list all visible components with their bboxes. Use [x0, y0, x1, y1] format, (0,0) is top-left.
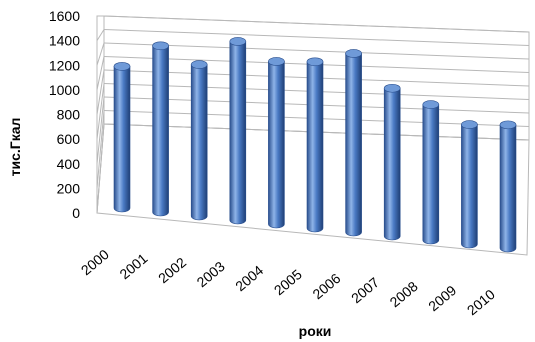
- gridline: [96, 42, 105, 66]
- bar-body: [229, 41, 247, 225]
- bar-body: [152, 45, 169, 217]
- gridline: [96, 123, 105, 214]
- x-tick-label: 2001: [116, 250, 150, 282]
- bar-top: [499, 120, 517, 130]
- bar-top: [306, 57, 324, 67]
- bar-top: [345, 49, 362, 58]
- x-tick-label: 2006: [309, 270, 343, 302]
- y-tick-label: 1000: [49, 82, 80, 98]
- gridline: [96, 110, 105, 189]
- x-tick-label: 2007: [348, 274, 382, 306]
- y-axis-title: тис.Гкал: [7, 118, 23, 177]
- y-tick-label: 1400: [49, 33, 80, 49]
- bar-2006: [345, 49, 362, 237]
- bar-2009: [461, 120, 478, 249]
- bar-2010: [499, 120, 517, 253]
- x-tick-label: 2002: [155, 254, 189, 286]
- x-tick-label: 2009: [425, 282, 459, 314]
- bar-top: [461, 120, 478, 129]
- bar-body: [345, 53, 362, 237]
- bar-body: [499, 124, 517, 253]
- y-tick-label: 400: [57, 156, 81, 172]
- y-tick-label: 1200: [49, 57, 80, 73]
- bar-top: [152, 41, 169, 51]
- gridline: [96, 29, 105, 41]
- bar-body: [268, 61, 285, 229]
- y-tick-label: 600: [57, 131, 81, 147]
- bar-body: [461, 124, 478, 249]
- bar-top: [229, 37, 247, 46]
- y-tick-label: 1600: [49, 8, 80, 24]
- y-axis-ticks: 0 200 400 600 800 1000 1200 1400 1600: [49, 8, 80, 221]
- bar-2000: [113, 62, 131, 213]
- gridline: [103, 42, 530, 60]
- x-axis-title: роки: [299, 323, 332, 339]
- gridline: [96, 96, 105, 164]
- bar-top: [422, 100, 440, 109]
- bar-2007: [383, 83, 401, 241]
- y-tick-label: 200: [57, 180, 81, 196]
- bar-2004: [268, 57, 285, 229]
- bar-top: [268, 57, 285, 66]
- bar-2002: [190, 60, 208, 221]
- bar-2008: [422, 100, 440, 245]
- bar-body: [306, 61, 324, 233]
- bar-top: [113, 62, 131, 71]
- x-tick-label: 2010: [464, 286, 498, 318]
- bar-body: [190, 64, 208, 221]
- bar-body: [113, 66, 131, 213]
- bar-2001: [152, 41, 169, 217]
- gridline: [96, 69, 105, 115]
- y-tick-label: 0: [72, 205, 80, 221]
- bar-top: [190, 60, 208, 69]
- x-tick-label: 2008: [387, 278, 421, 310]
- bar-top: [383, 83, 401, 93]
- bar-2003: [229, 37, 247, 225]
- x-tick-label: 2005: [271, 266, 305, 298]
- y-tick-label: 800: [57, 107, 81, 123]
- x-tick-label: 2003: [194, 258, 228, 290]
- x-tick-label: 2000: [78, 246, 112, 278]
- gridline: [103, 15, 530, 33]
- gridline: [96, 83, 105, 140]
- bar-2005: [306, 57, 324, 233]
- bar-body: [422, 104, 440, 245]
- x-axis-ticks: 2000 2001 2002 2003 2004 2005 2006 2007 2008 2009…: [78, 246, 498, 318]
- bar-body: [383, 87, 401, 241]
- gridline: [103, 29, 530, 46]
- x-tick-label: 2004: [232, 262, 266, 294]
- gridline: [96, 56, 105, 90]
- bars: [113, 37, 517, 253]
